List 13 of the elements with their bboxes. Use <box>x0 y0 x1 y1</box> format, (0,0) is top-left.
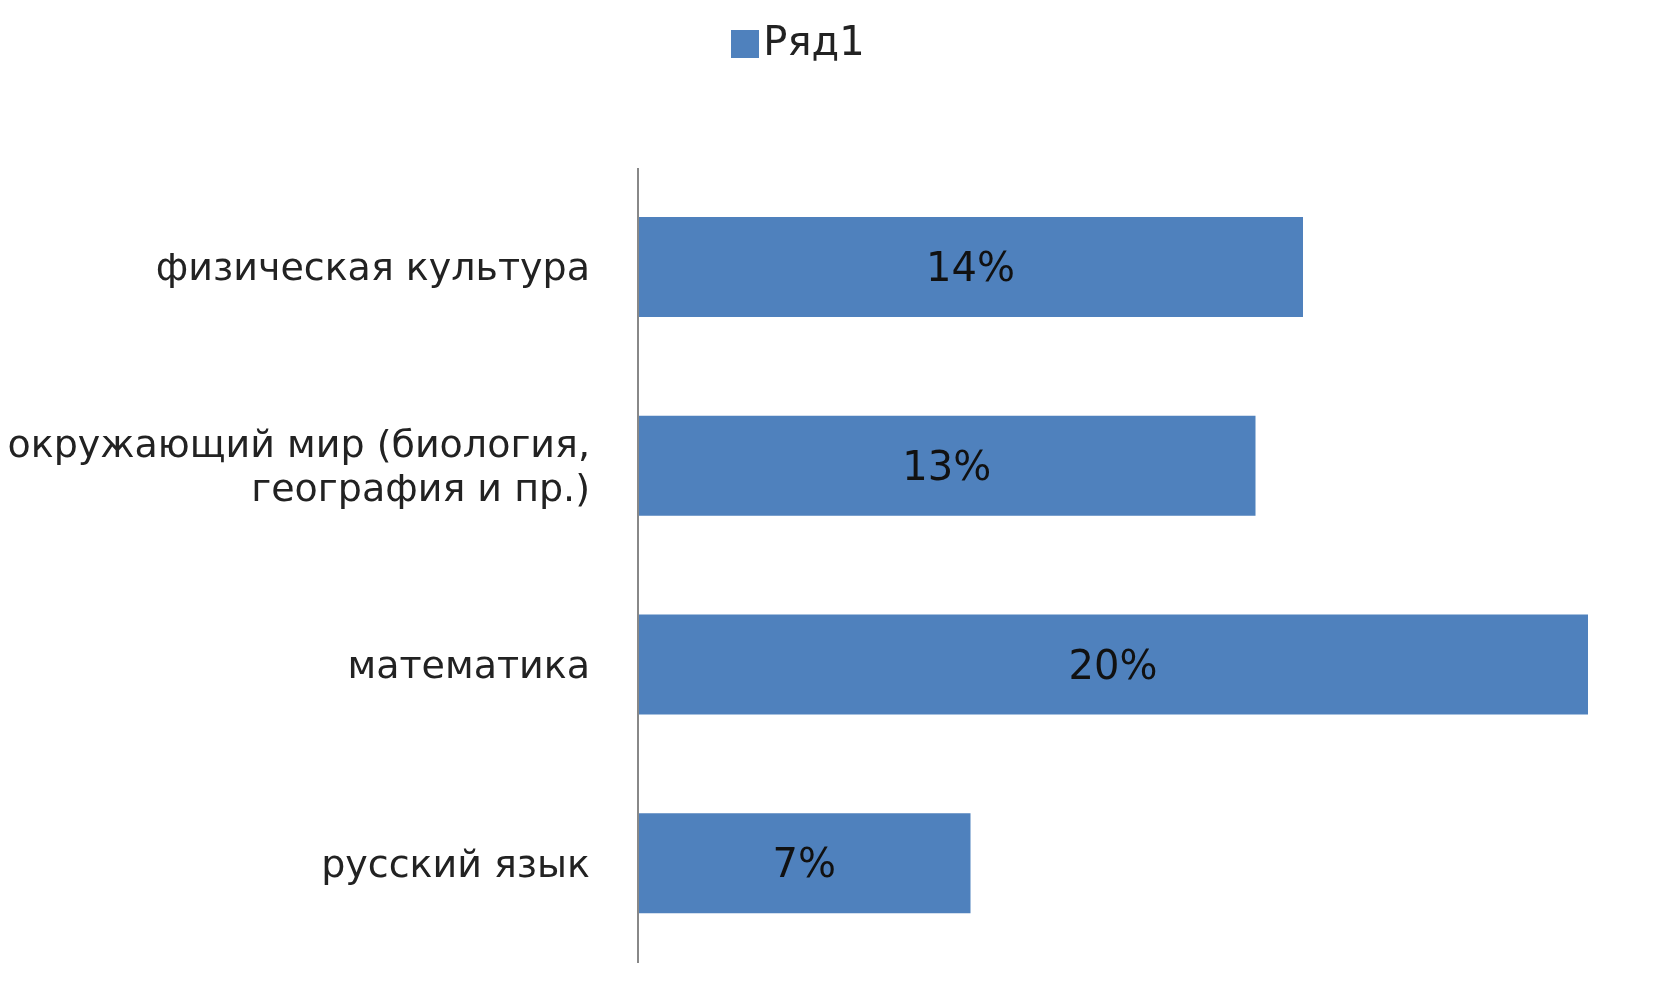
bar <box>638 614 1588 715</box>
bar <box>638 813 971 914</box>
y-tick-label: русский язык <box>321 841 590 886</box>
data-label: 20% <box>1068 641 1158 688</box>
bar <box>638 217 1303 317</box>
bar <box>638 415 1256 516</box>
data-label: 7% <box>772 840 836 887</box>
legend-label: Ряд1 <box>763 18 865 64</box>
y-tick-label: окружающий мир (биология, география и пр.) <box>7 422 590 511</box>
y-tick-label: математика <box>347 642 590 687</box>
data-label: 13% <box>902 442 992 489</box>
data-label: 14% <box>926 244 1015 290</box>
y-tick-label: физическая культура <box>155 245 590 290</box>
